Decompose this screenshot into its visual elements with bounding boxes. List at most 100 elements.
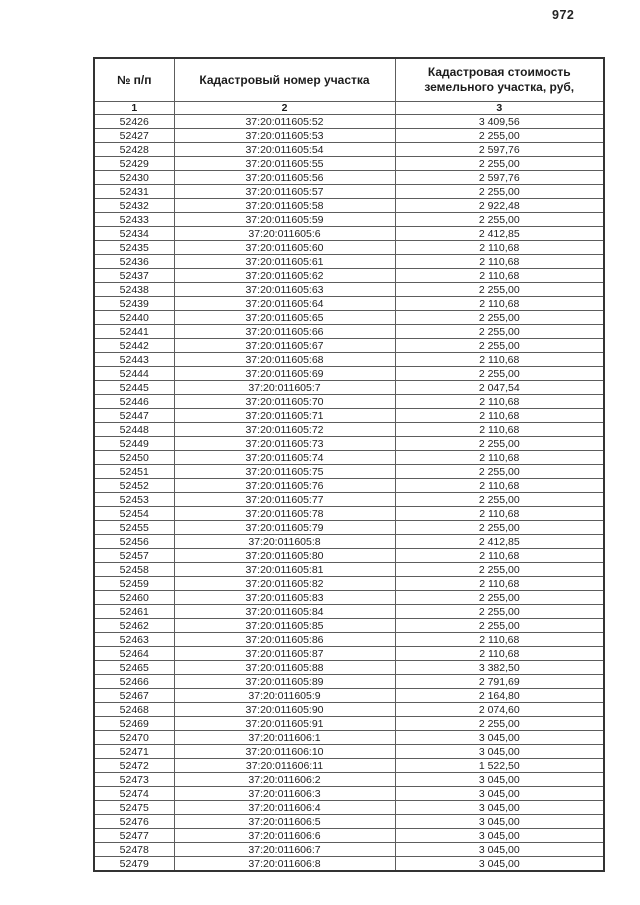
cell-cadastral-number: 37:20:011605:61 bbox=[173, 254, 396, 269]
cell-row-number: 52455 bbox=[93, 520, 175, 535]
cell-cost: 2 255,00 bbox=[394, 282, 605, 297]
cell-cost: 2 110,68 bbox=[394, 296, 605, 311]
cell-cost: 2 255,00 bbox=[394, 562, 605, 577]
cell-cost: 2 255,00 bbox=[394, 184, 605, 199]
cell-cost: 2 255,00 bbox=[394, 618, 605, 633]
cell-cadastral-number: 37:20:011605:69 bbox=[173, 366, 396, 381]
cell-cadastral-number: 37:20:011605:72 bbox=[173, 422, 396, 437]
cell-cost: 2 110,68 bbox=[394, 576, 605, 591]
cell-row-number: 52447 bbox=[93, 408, 175, 423]
cell-cadastral-number: 37:20:011605:76 bbox=[173, 478, 396, 493]
table-row: 52456 37:20:011605:8 2 412,85 bbox=[93, 534, 605, 549]
cell-cadastral-number: 37:20:011606:2 bbox=[173, 772, 396, 787]
cell-row-number: 52469 bbox=[93, 716, 175, 731]
cell-row-number: 52465 bbox=[93, 660, 175, 675]
table-row: 52479 37:20:011606:8 3 045,00 bbox=[93, 856, 605, 872]
cell-row-number: 52470 bbox=[93, 730, 175, 745]
cell-cadastral-number: 37:20:011605:67 bbox=[173, 338, 396, 353]
cell-row-number: 52427 bbox=[93, 128, 175, 143]
cell-row-number: 52429 bbox=[93, 156, 175, 171]
table-row: 52454 37:20:011605:78 2 110,68 bbox=[93, 506, 605, 521]
cell-row-number: 52440 bbox=[93, 310, 175, 325]
table-row: 52440 37:20:011605:65 2 255,00 bbox=[93, 310, 605, 325]
cell-cost: 2 255,00 bbox=[394, 604, 605, 619]
table-row: 52445 37:20:011605:7 2 047,54 bbox=[93, 380, 605, 395]
cell-cost: 3 045,00 bbox=[394, 772, 605, 787]
cell-cost: 3 045,00 bbox=[394, 730, 605, 745]
cell-row-number: 52428 bbox=[93, 142, 175, 157]
cell-cost: 3 045,00 bbox=[394, 842, 605, 857]
cell-cadastral-number: 37:20:011605:66 bbox=[173, 324, 396, 339]
cell-row-number: 52464 bbox=[93, 646, 175, 661]
table-row: 52444 37:20:011605:69 2 255,00 bbox=[93, 366, 605, 381]
cell-cost: 2 164,80 bbox=[394, 688, 605, 703]
cell-cadastral-number: 37:20:011605:90 bbox=[173, 702, 396, 717]
cell-row-number: 52458 bbox=[93, 562, 175, 577]
table-row: 52476 37:20:011606:5 3 045,00 bbox=[93, 814, 605, 829]
cell-row-number: 52463 bbox=[93, 632, 175, 647]
table-row: 52434 37:20:011605:6 2 412,85 bbox=[93, 226, 605, 241]
cell-cadastral-number: 37:20:011606:8 bbox=[173, 856, 396, 872]
cell-cost: 2 922,48 bbox=[394, 198, 605, 213]
column-number-1: 1 bbox=[93, 101, 175, 115]
cell-cadastral-number: 37:20:011605:59 bbox=[173, 212, 396, 227]
cell-cost: 3 045,00 bbox=[394, 744, 605, 759]
table-row: 52471 37:20:011606:10 3 045,00 bbox=[93, 744, 605, 759]
cell-row-number: 52479 bbox=[93, 856, 175, 872]
cell-cadastral-number: 37:20:011605:89 bbox=[173, 674, 396, 689]
cell-cost: 2 255,00 bbox=[394, 492, 605, 507]
table-row: 52436 37:20:011605:61 2 110,68 bbox=[93, 254, 605, 269]
table-row: 52457 37:20:011605:80 2 110,68 bbox=[93, 548, 605, 563]
cell-cadastral-number: 37:20:011605:75 bbox=[173, 464, 396, 479]
cell-cost: 2 110,68 bbox=[394, 394, 605, 409]
cell-cost: 2 255,00 bbox=[394, 520, 605, 535]
cell-cost: 2 110,68 bbox=[394, 506, 605, 521]
cell-cadastral-number: 37:20:011605:84 bbox=[173, 604, 396, 619]
table-row: 52451 37:20:011605:75 2 255,00 bbox=[93, 464, 605, 479]
cell-cost: 2 255,00 bbox=[394, 338, 605, 353]
cell-row-number: 52445 bbox=[93, 380, 175, 395]
cell-row-number: 52437 bbox=[93, 268, 175, 283]
cell-cost: 2 110,68 bbox=[394, 632, 605, 647]
cell-row-number: 52434 bbox=[93, 226, 175, 241]
cell-row-number: 52461 bbox=[93, 604, 175, 619]
cell-cadastral-number: 37:20:011606:5 bbox=[173, 814, 396, 829]
table-row: 52428 37:20:011605:54 2 597,76 bbox=[93, 142, 605, 157]
cell-row-number: 52477 bbox=[93, 828, 175, 843]
cell-row-number: 52471 bbox=[93, 744, 175, 759]
cell-row-number: 52467 bbox=[93, 688, 175, 703]
cell-cadastral-number: 37:20:011605:57 bbox=[173, 184, 396, 199]
cell-row-number: 52457 bbox=[93, 548, 175, 563]
cell-row-number: 52475 bbox=[93, 800, 175, 815]
cell-row-number: 52478 bbox=[93, 842, 175, 857]
cell-row-number: 52448 bbox=[93, 422, 175, 437]
table-row: 52470 37:20:011606:1 3 045,00 bbox=[93, 730, 605, 745]
cell-cost: 2 255,00 bbox=[394, 366, 605, 381]
cell-row-number: 52441 bbox=[93, 324, 175, 339]
table-row: 52431 37:20:011605:57 2 255,00 bbox=[93, 184, 605, 199]
cell-cost: 3 045,00 bbox=[394, 786, 605, 801]
cell-cost: 2 110,68 bbox=[394, 478, 605, 493]
cell-cost: 2 597,76 bbox=[394, 142, 605, 157]
cell-cadastral-number: 37:20:011606:1 bbox=[173, 730, 396, 745]
table-row: 52466 37:20:011605:89 2 791,69 bbox=[93, 674, 605, 689]
cell-cadastral-number: 37:20:011605:6 bbox=[173, 226, 396, 241]
cell-cost: 3 045,00 bbox=[394, 828, 605, 843]
cell-cost: 2 255,00 bbox=[394, 590, 605, 605]
table-row: 52426 37:20:011605:52 3 409,56 bbox=[93, 114, 605, 129]
table-row: 52433 37:20:011605:59 2 255,00 bbox=[93, 212, 605, 227]
cell-row-number: 52459 bbox=[93, 576, 175, 591]
cell-cadastral-number: 37:20:011605:68 bbox=[173, 352, 396, 367]
cell-cadastral-number: 37:20:011606:6 bbox=[173, 828, 396, 843]
cell-row-number: 52446 bbox=[93, 394, 175, 409]
cell-cost: 3 045,00 bbox=[394, 856, 605, 872]
cell-row-number: 52444 bbox=[93, 366, 175, 381]
cell-row-number: 52450 bbox=[93, 450, 175, 465]
table-row: 52468 37:20:011605:90 2 074,60 bbox=[93, 702, 605, 717]
table-row: 52442 37:20:011605:67 2 255,00 bbox=[93, 338, 605, 353]
table-row: 52474 37:20:011606:3 3 045,00 bbox=[93, 786, 605, 801]
cell-cost: 2 110,68 bbox=[394, 268, 605, 283]
cell-cost: 2 255,00 bbox=[394, 436, 605, 451]
cell-row-number: 52460 bbox=[93, 590, 175, 605]
cell-cost: 2 597,76 bbox=[394, 170, 605, 185]
